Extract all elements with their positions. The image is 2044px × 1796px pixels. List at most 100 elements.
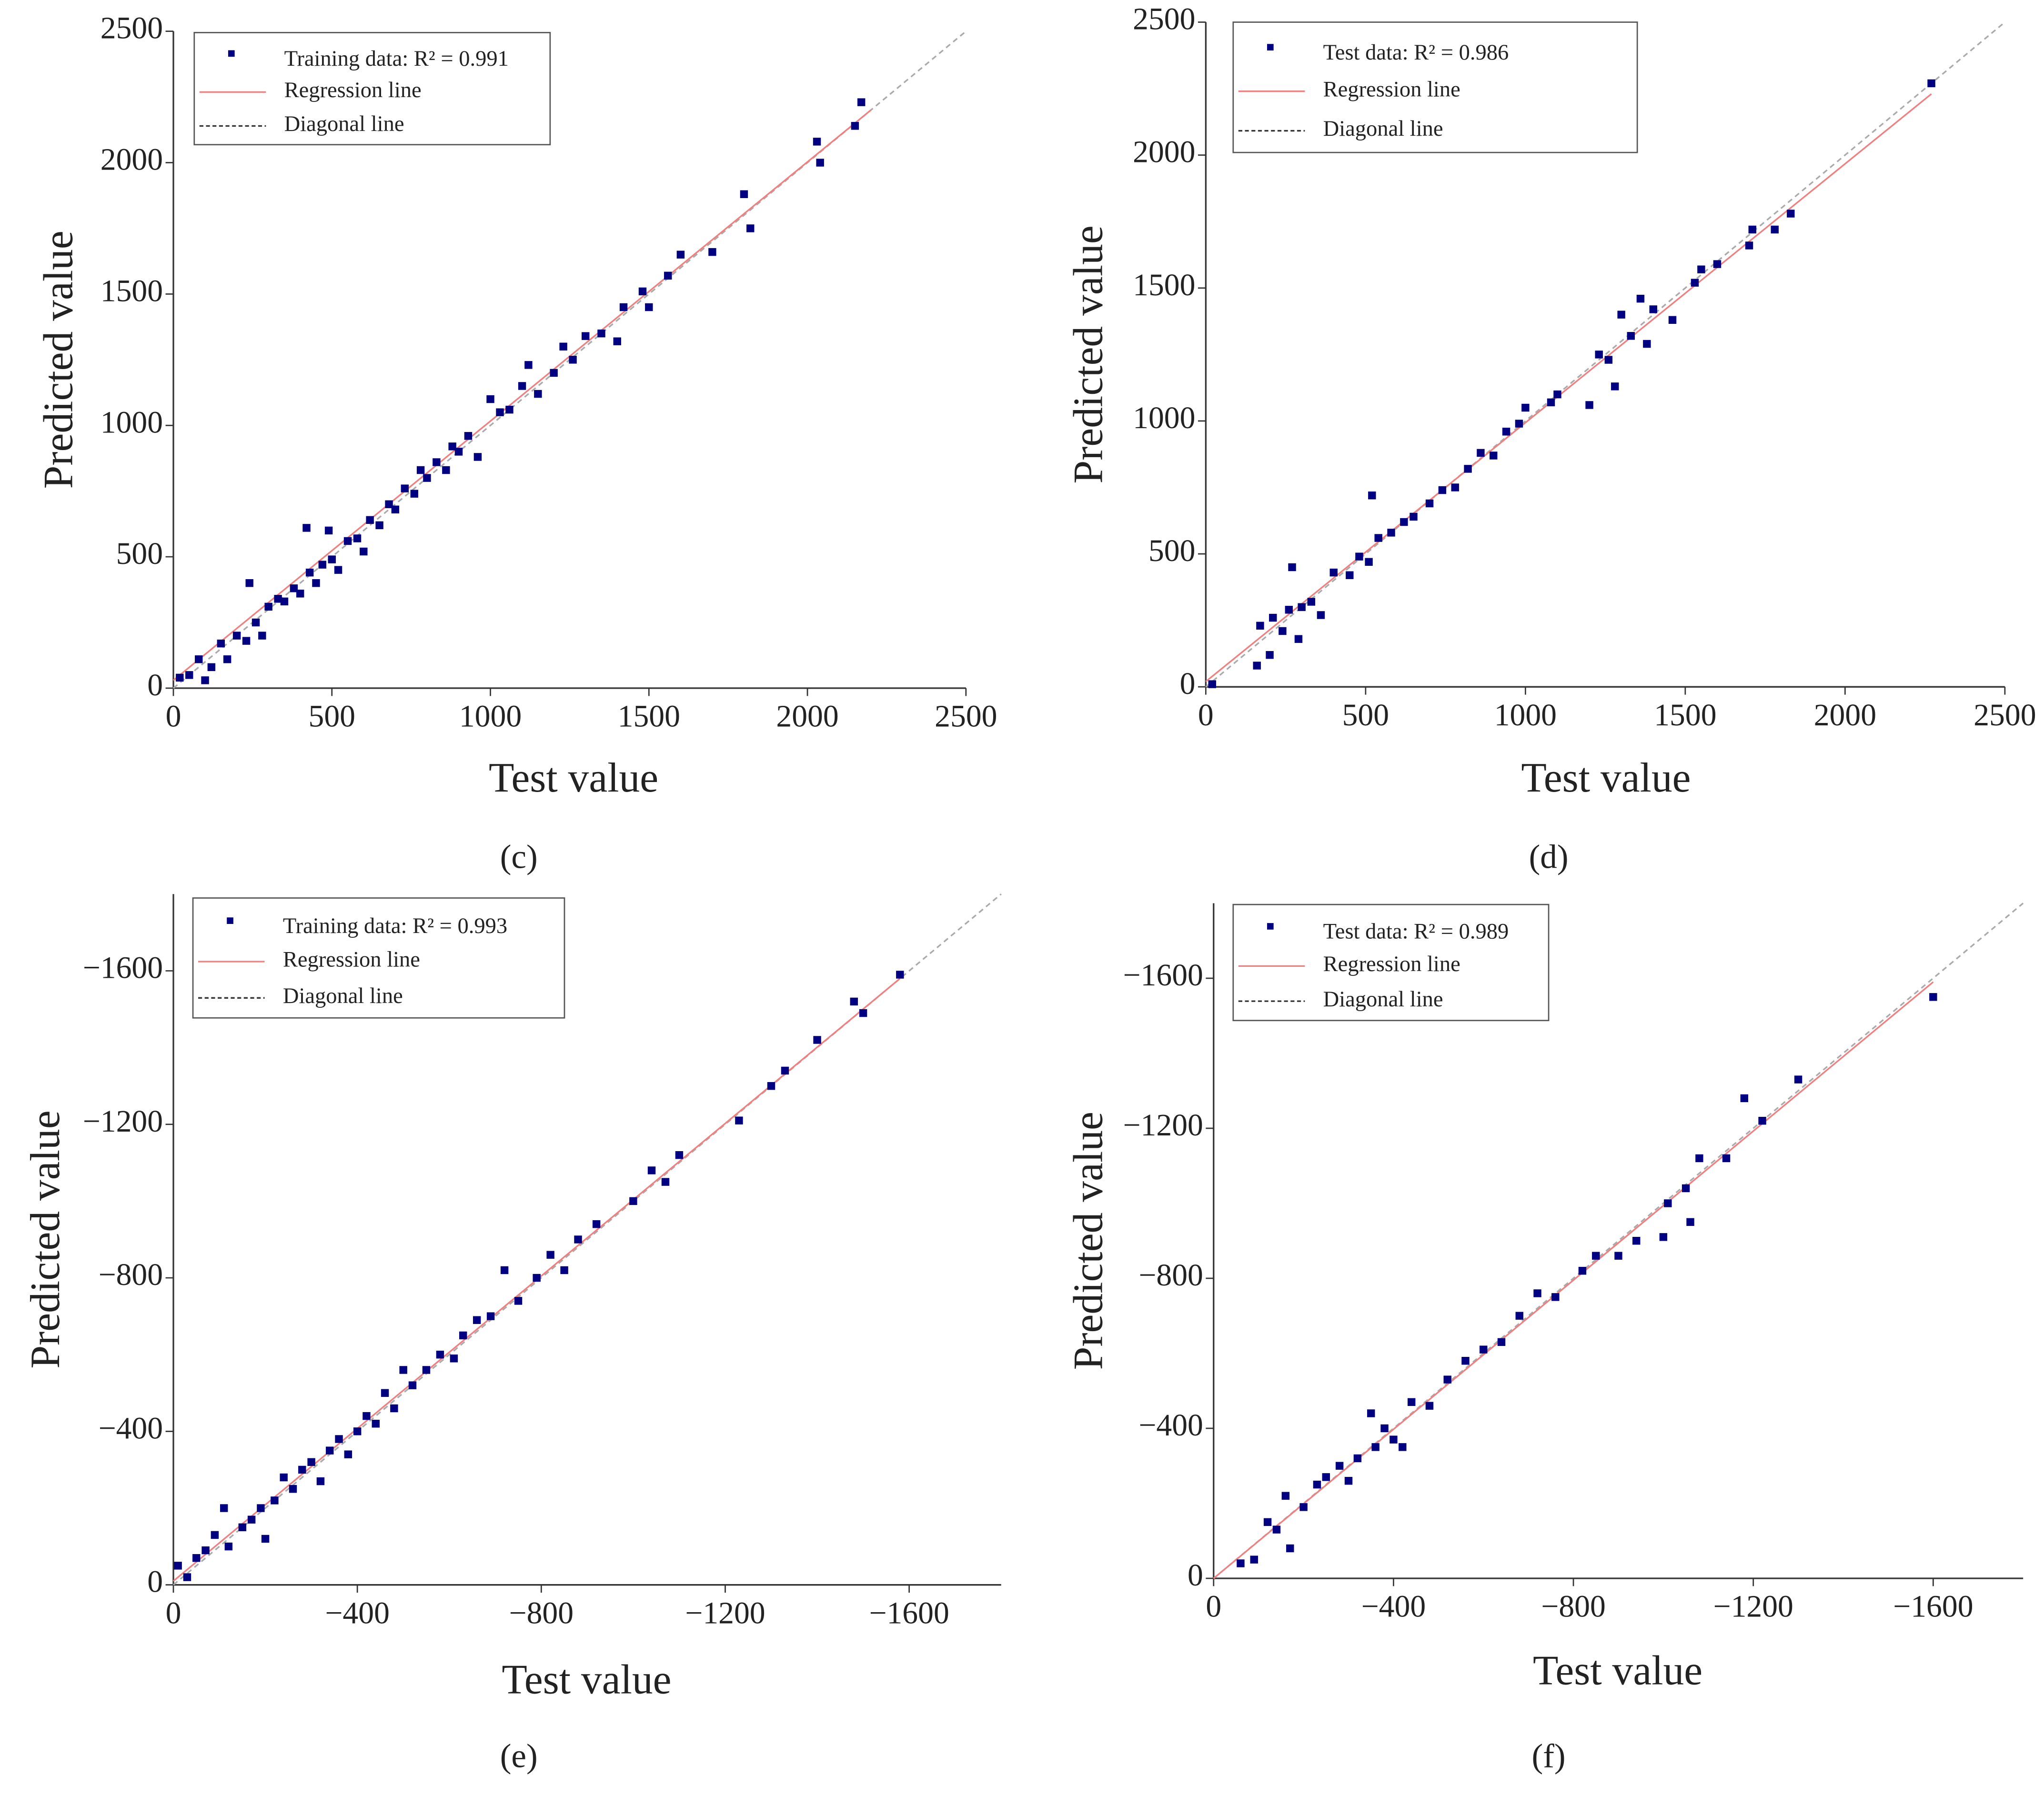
data-point [224,1542,233,1551]
x-tick-label: 1500 [1654,698,1716,732]
data-point [1286,1544,1294,1553]
legend-label: Regression line [1323,77,1460,101]
data-point [422,1366,431,1374]
data-point [423,474,431,482]
data-point [533,1274,541,1282]
data-point [619,303,628,311]
data-point [1451,483,1459,492]
data-point [353,1427,362,1435]
data-point [1649,305,1657,313]
data-point [1722,1154,1731,1163]
y-tick-label: 0 [1188,1558,1203,1593]
data-point [473,1316,481,1324]
x-tick-label: 2500 [1974,698,2036,732]
data-point [1643,340,1651,348]
data-point [1266,651,1274,659]
legend-label: Diagonal line [284,112,404,136]
data-point [207,663,216,671]
data-point [1281,1492,1290,1500]
data-point [1578,1267,1587,1275]
data-point [559,342,567,351]
panel-label: (c) [500,838,538,875]
data-point [1533,1289,1541,1297]
y-tick-label: 1000 [101,405,163,440]
data-point [767,1082,775,1090]
data-point [1299,1503,1308,1511]
data-point [1438,486,1447,494]
data-point [505,405,514,414]
data-point [1686,1218,1694,1226]
data-point [1691,279,1699,287]
data-point [201,1546,210,1555]
data-point [1771,225,1779,234]
data-point [1632,1237,1641,1245]
data-point [524,361,533,369]
regression-line [172,109,872,681]
data-point [645,303,653,311]
data-point [1400,518,1408,526]
data-point [442,466,450,474]
x-axis-title: Test value [1533,1647,1702,1694]
regression-line [1205,93,1932,682]
data-point [560,1266,568,1274]
data-point [274,595,282,603]
data-point [261,1535,270,1543]
data-point [1380,1424,1389,1433]
y-tick-label: 1000 [1133,401,1195,435]
data-point [360,547,368,556]
data-point [201,676,209,684]
data-point [305,568,314,577]
panel-label: (d) [1529,838,1569,875]
data-point [252,618,260,627]
x-axis-title: Test value [1521,754,1691,801]
data-point [1461,1357,1470,1365]
data-point [813,1036,821,1044]
data-point [195,655,203,663]
data-point [850,997,858,1006]
data-point [375,521,383,530]
data-point [664,271,672,280]
data-point [1748,225,1756,234]
data-point [1425,1402,1434,1410]
data-point [391,505,400,513]
data-point [399,1366,407,1374]
data-point [740,190,748,198]
data-point [1368,492,1376,500]
x-axis-title: Test value [489,754,658,801]
data-point [247,1515,256,1524]
data-point [1740,1094,1749,1103]
data-point [1317,611,1325,619]
data-point [433,458,441,466]
x-tick-label: −800 [509,1595,574,1630]
data-point [328,555,336,563]
x-tick-label: 1000 [1494,698,1557,732]
data-point [1307,598,1315,606]
data-point [242,637,251,645]
data-point [312,579,320,587]
data-point [1407,1398,1416,1406]
x-tick-label: −1600 [869,1595,949,1630]
data-point [1322,1473,1330,1481]
data-point [1592,1252,1600,1260]
data-point [1371,1443,1379,1451]
data-point [569,356,577,364]
legend-label: Test data: R² = 0.986 [1323,40,1509,65]
data-point [1477,449,1485,457]
data-point [1208,680,1216,688]
data-point [1425,499,1434,508]
data-point [289,1485,297,1493]
y-tick-label: 500 [116,536,163,571]
data-point [486,1312,495,1320]
x-tick-label: −400 [1361,1589,1426,1624]
data-point [454,448,463,456]
data-point [324,526,333,535]
data-point [280,597,289,606]
data-point [1521,403,1530,412]
panel: 0 −400 −800 −1200 −1600 0 −400 −800 −1200 −1600 Te… [1065,903,2024,1775]
data-point [1497,1338,1506,1346]
legend-marker [1267,44,1274,50]
data-point [416,466,425,474]
y-tick-label: 1500 [1133,268,1195,302]
legend-label: Training data: R² = 0.993 [283,914,507,938]
data-point [675,1151,684,1159]
